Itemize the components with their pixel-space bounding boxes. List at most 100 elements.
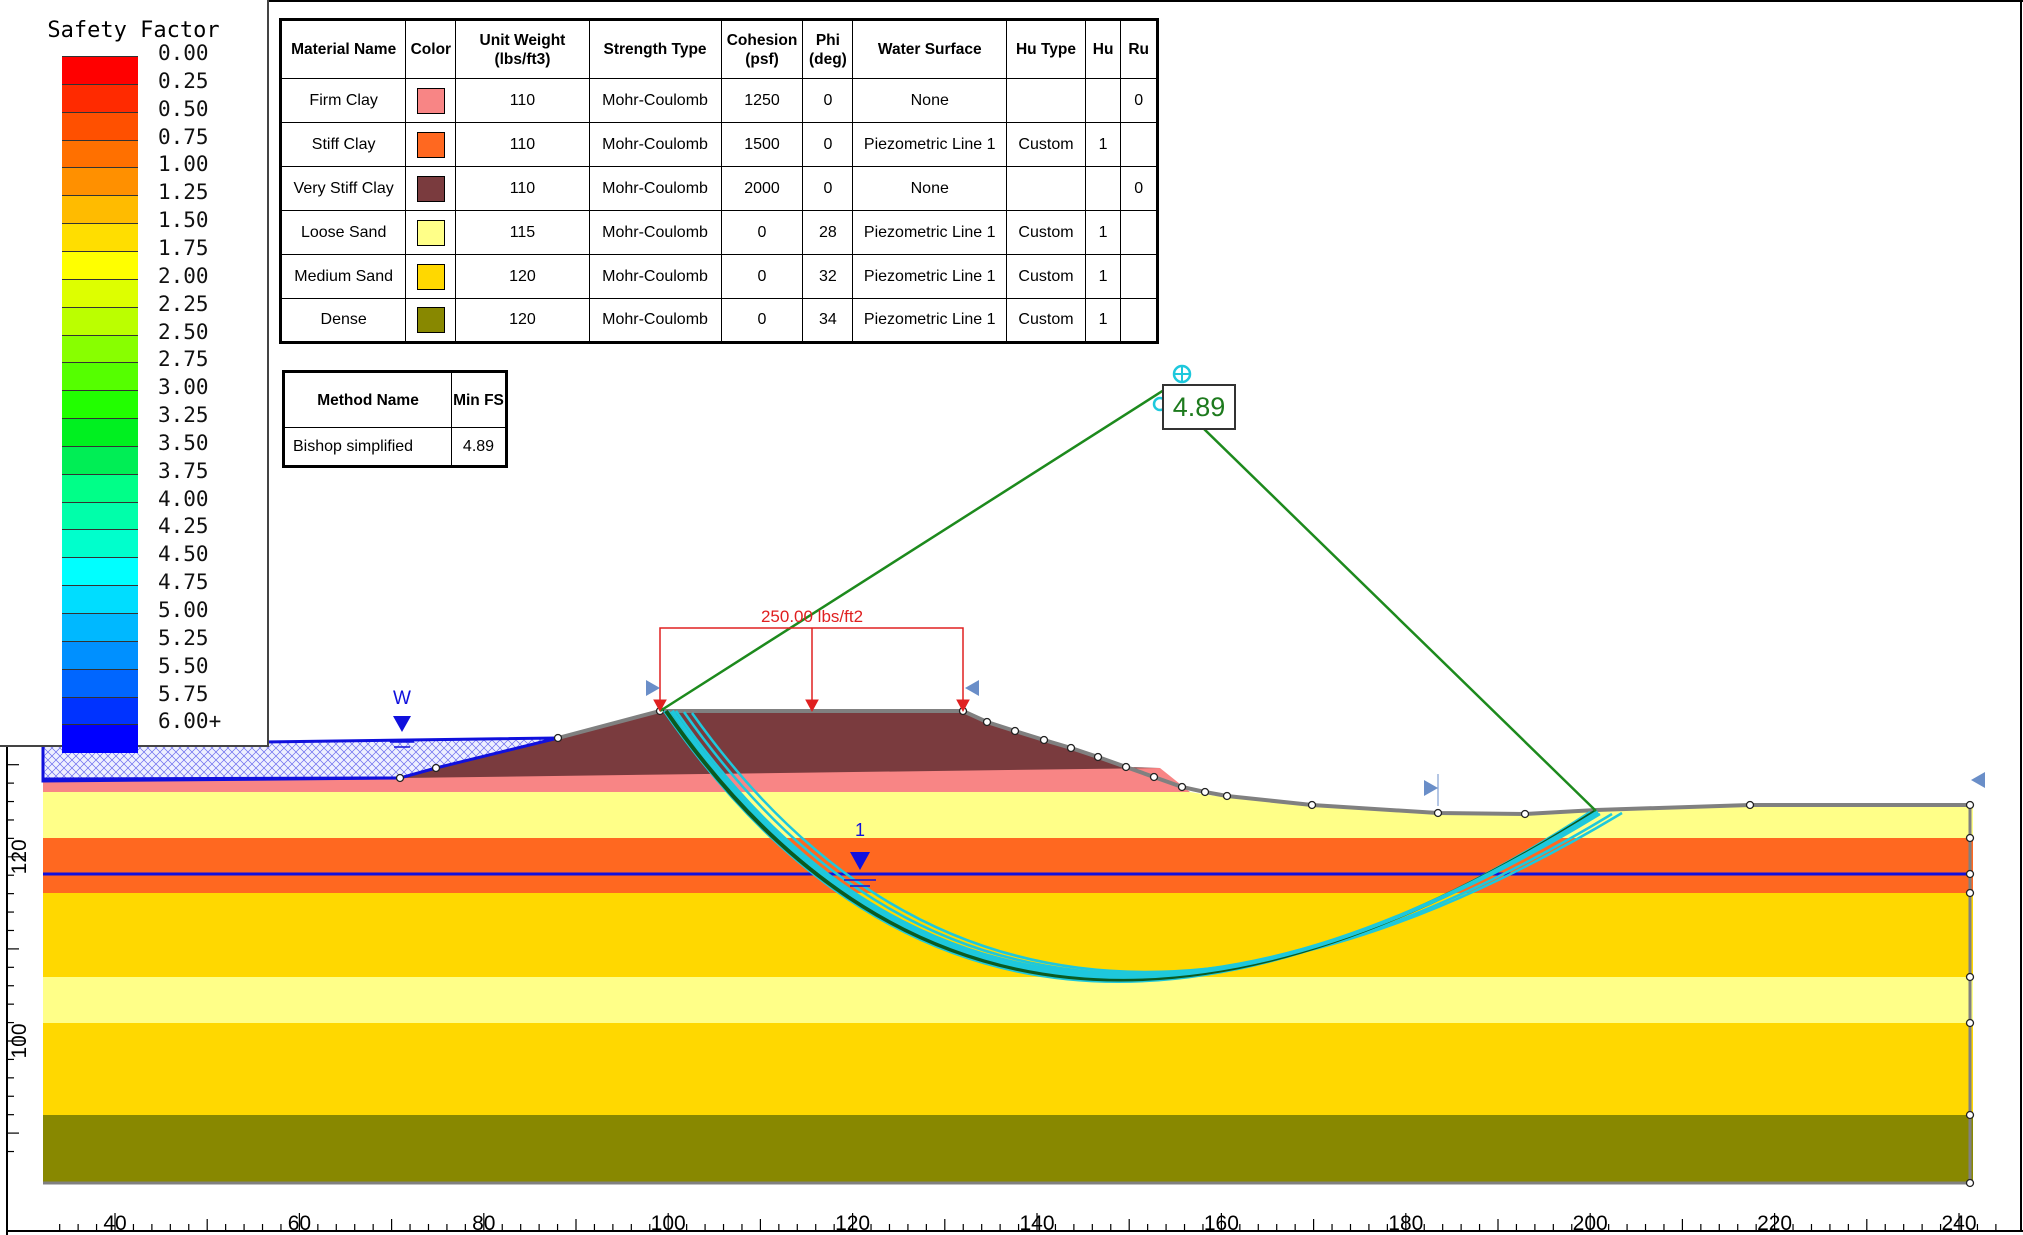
- material-water-cell: None: [852, 78, 1008, 123]
- legend-swatch: [62, 501, 138, 531]
- header-color: Color: [405, 19, 457, 79]
- material-color-cell: [405, 166, 457, 211]
- legend-swatch: [62, 139, 138, 169]
- legend-item: 5.00: [62, 599, 262, 642]
- material-hu-type-cell: Custom: [1006, 254, 1086, 299]
- slope-limit-markers: [646, 680, 1985, 806]
- vertex: [1039, 735, 1049, 745]
- material-color-swatch: [416, 263, 445, 290]
- header-method-name: Method Name: [283, 371, 452, 428]
- material-strength-cell: Mohr-Coulomb: [588, 78, 722, 123]
- legend-item: 0.50: [62, 98, 262, 141]
- material-row: Dense 120 Mohr-Coulomb 0 34 Piezometric Line …: [279, 298, 1158, 343]
- method-header-row: Method Name Min FS: [283, 371, 507, 428]
- materials-table: Material Name Color Unit Weight (lbs/ft3…: [279, 18, 1159, 344]
- vertex: [553, 733, 563, 743]
- material-strength-cell: Mohr-Coulomb: [588, 166, 722, 211]
- layer-very-stiff-clay: [400, 711, 1160, 778]
- vertex: [431, 763, 441, 773]
- x-axis-ticks: 40 60 80 100 120 140 160 180 200 220 240: [59, 1212, 1997, 1235]
- slope-limit-marker: [1971, 772, 1985, 788]
- vertex: [1149, 772, 1159, 782]
- material-water-cell: Piezometric Line 1: [852, 298, 1008, 343]
- material-hu-cell: 1: [1084, 122, 1122, 167]
- material-water-cell: Piezometric Line 1: [852, 210, 1008, 255]
- water-label-1: 1: [855, 820, 865, 840]
- legend-label: 0.50: [158, 96, 209, 121]
- legend-label: 5.75: [158, 681, 209, 706]
- vertex: [1965, 869, 1975, 879]
- material-color-swatch: [416, 307, 445, 333]
- legend-item: 5.75: [62, 683, 262, 726]
- header-strength-type: Strength Type: [588, 19, 722, 79]
- layer-firm-clay: [43, 768, 1190, 792]
- materials-header-row: Material Name Color Unit Weight (lbs/ft3…: [279, 19, 1158, 79]
- header-unit-weight: Unit Weight (lbs/ft3): [455, 19, 590, 79]
- legend-label: 1.75: [158, 235, 209, 260]
- legend-label: 1.00: [158, 152, 209, 177]
- layer-dense: [43, 1115, 1973, 1183]
- legend-label: 5.00: [158, 598, 209, 622]
- material-cohesion-cell: 0: [720, 298, 804, 343]
- material-row: Very Stiff Clay 110 Mohr-Coulomb 2000 0 None 0: [279, 166, 1158, 211]
- material-hu-type-cell: [1006, 166, 1086, 211]
- material-unit-weight-cell: 110: [455, 78, 590, 123]
- legend-item: 6.00+: [62, 710, 262, 753]
- legend-item: 4.25: [62, 515, 262, 558]
- legend-item: 3.75: [62, 460, 262, 503]
- legend-title: Safety Factor: [47, 18, 220, 43]
- vertex: [1965, 972, 1975, 982]
- material-water-cell: Piezometric Line 1: [852, 254, 1008, 299]
- header-min-fs: Min FS: [451, 371, 507, 428]
- vertex: [1093, 752, 1103, 762]
- material-hu-cell: 1: [1084, 210, 1122, 255]
- water-label-w: W: [393, 688, 411, 709]
- material-row: Stiff Clay 110 Mohr-Coulomb 1500 0 Piezometri…: [279, 122, 1158, 167]
- factor-of-safety-label: 4.89: [1162, 384, 1236, 430]
- material-row: Firm Clay 110 Mohr-Coulomb 1250 0 None 0: [279, 78, 1158, 123]
- legend-item: 4.75: [62, 571, 262, 614]
- material-phi-cell: 0: [802, 122, 854, 167]
- material-name-cell: Stiff Clay: [279, 122, 407, 167]
- legend-label: 4.00: [158, 486, 209, 511]
- material-water-cell: Piezometric Line 1: [852, 122, 1008, 167]
- legend-item: 4.50: [62, 543, 262, 586]
- material-color-swatch: [416, 219, 445, 246]
- legend-label: 1.25: [158, 180, 209, 205]
- material-ru-cell: 0: [1120, 166, 1158, 211]
- material-ru-cell: [1120, 210, 1158, 255]
- legend-label: 3.00: [158, 375, 209, 400]
- x-tick-label: 120: [835, 1212, 870, 1235]
- legend-item: 3.50: [62, 432, 262, 475]
- legend-swatch: [62, 696, 138, 726]
- distributed-load: 250.00 lbs/ft2: [653, 607, 970, 713]
- slip-surface: [682, 711, 1613, 975]
- material-hu-type-cell: [1006, 78, 1086, 123]
- x-tick-label: 160: [1204, 1212, 1239, 1235]
- layer-stiff-clay: [43, 838, 1973, 893]
- legend-item: 4.00: [62, 488, 262, 531]
- x-tick-label: 200: [1573, 1212, 1608, 1235]
- material-hu-type-cell: Custom: [1006, 210, 1086, 255]
- material-cohesion-cell: 0: [720, 254, 804, 299]
- vertex: [1965, 800, 1975, 810]
- material-cohesion-cell: 1250: [720, 78, 804, 123]
- material-color-cell: [405, 254, 457, 299]
- slope-limit-marker: [646, 680, 660, 696]
- load-label: 250.00 lbs/ft2: [761, 607, 863, 626]
- header-phi: Phi (deg): [802, 19, 854, 79]
- material-color-cell: [405, 210, 457, 255]
- water-marker-1: 1: [844, 820, 876, 887]
- material-name-cell: Dense: [279, 298, 407, 343]
- header-water-surface: Water Surface: [852, 19, 1008, 79]
- legend-swatch: [62, 668, 138, 698]
- material-unit-weight-cell: 110: [455, 122, 590, 167]
- material-ru-cell: 0: [1120, 78, 1158, 123]
- legend-swatch: [62, 557, 138, 586]
- legend-label: 4.25: [158, 514, 209, 539]
- material-name-cell: Very Stiff Clay: [279, 166, 407, 211]
- material-color-swatch: [416, 175, 445, 202]
- vertex: [395, 773, 405, 783]
- safety-factor-legend: Safety Factor 0.00 0.25 0.50 0.75 1.00 1.25 1.…: [0, 0, 269, 753]
- legend-swatch: [62, 473, 138, 503]
